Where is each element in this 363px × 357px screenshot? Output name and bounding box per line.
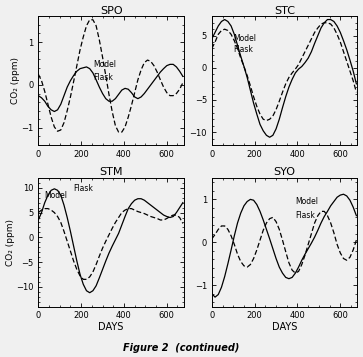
- Text: Model: Model: [233, 34, 256, 43]
- X-axis label: DAYS: DAYS: [272, 322, 297, 332]
- Text: Model: Model: [295, 197, 318, 206]
- Text: Model: Model: [45, 191, 68, 200]
- Title: SYO: SYO: [274, 167, 295, 177]
- Text: Figure 2  (continued): Figure 2 (continued): [123, 343, 240, 353]
- Y-axis label: CO₂ (ppm): CO₂ (ppm): [5, 219, 15, 266]
- Title: STM: STM: [99, 167, 123, 177]
- Text: Model: Model: [93, 60, 116, 69]
- Text: Flask: Flask: [93, 72, 113, 81]
- Title: SPO: SPO: [100, 6, 122, 16]
- X-axis label: DAYS: DAYS: [98, 322, 124, 332]
- Title: STC: STC: [274, 6, 295, 16]
- Text: Flask: Flask: [74, 184, 94, 193]
- Text: Flask: Flask: [295, 211, 315, 220]
- Text: Flask: Flask: [233, 45, 253, 54]
- Y-axis label: CO₂ (ppm): CO₂ (ppm): [11, 57, 20, 104]
